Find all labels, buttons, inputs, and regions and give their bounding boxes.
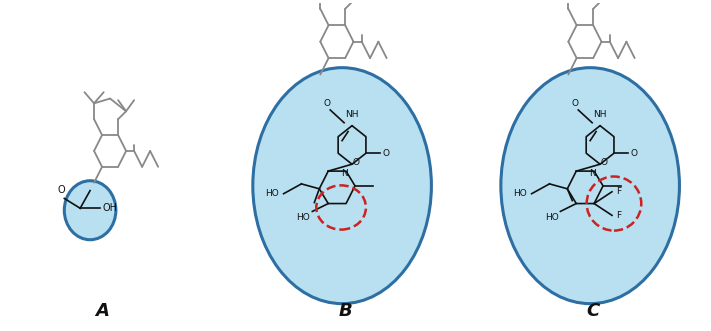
Text: F: F	[616, 187, 621, 196]
Text: O: O	[324, 99, 331, 108]
Text: NH: NH	[593, 110, 606, 119]
Text: O: O	[572, 99, 579, 108]
Ellipse shape	[64, 181, 116, 240]
Text: B: B	[338, 302, 352, 319]
Text: C: C	[587, 302, 600, 319]
Text: O: O	[58, 185, 65, 196]
Text: N: N	[341, 169, 348, 178]
Text: HO: HO	[513, 189, 527, 198]
Text: O: O	[383, 149, 390, 158]
Text: O: O	[631, 149, 638, 158]
Text: O: O	[352, 158, 359, 167]
Text: HO: HO	[296, 213, 311, 222]
Text: N: N	[589, 169, 596, 178]
Text: A: A	[95, 302, 109, 319]
Ellipse shape	[501, 68, 680, 304]
Text: NH: NH	[346, 110, 359, 119]
Text: F: F	[616, 211, 621, 220]
Ellipse shape	[253, 68, 432, 304]
Text: OH: OH	[103, 203, 118, 213]
Text: O: O	[600, 158, 607, 167]
Text: HO: HO	[545, 213, 558, 222]
Text: HO: HO	[265, 189, 279, 198]
